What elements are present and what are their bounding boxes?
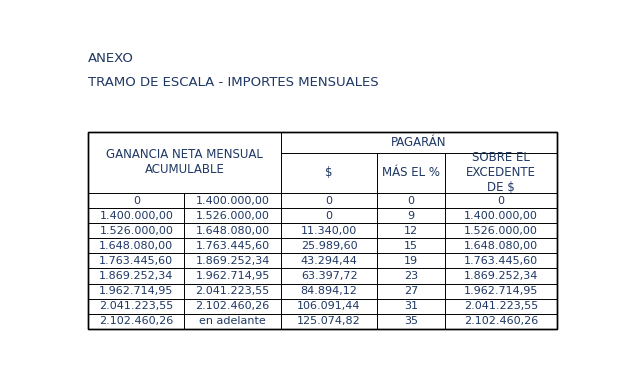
- Text: 2.041.223,55: 2.041.223,55: [99, 301, 174, 311]
- Text: 9: 9: [408, 211, 414, 221]
- Text: 0: 0: [325, 211, 332, 221]
- Text: 1.962.714,95: 1.962.714,95: [196, 271, 270, 281]
- Text: 31: 31: [404, 301, 418, 311]
- Text: 23: 23: [404, 271, 418, 281]
- Text: 1.763.445,60: 1.763.445,60: [99, 256, 173, 266]
- Text: 43.294,44: 43.294,44: [300, 256, 357, 266]
- Text: 0: 0: [325, 196, 332, 206]
- Text: 84.894,12: 84.894,12: [300, 286, 357, 296]
- Text: 0: 0: [408, 196, 414, 206]
- Text: TRAMO DE ESCALA - IMPORTES MENSUALES: TRAMO DE ESCALA - IMPORTES MENSUALES: [88, 76, 379, 88]
- Text: 27: 27: [404, 286, 418, 296]
- Text: 0: 0: [133, 196, 140, 206]
- Text: 1.400.000,00: 1.400.000,00: [99, 211, 173, 221]
- Text: $: $: [325, 166, 333, 179]
- Text: 106.091,44: 106.091,44: [297, 301, 361, 311]
- Text: 1.526.000,00: 1.526.000,00: [464, 226, 538, 236]
- Text: 19: 19: [404, 256, 418, 266]
- Text: 2.102.460,26: 2.102.460,26: [464, 316, 538, 326]
- Text: 2.102.460,26: 2.102.460,26: [196, 301, 270, 311]
- Text: 1.962.714,95: 1.962.714,95: [464, 286, 538, 296]
- Text: 1.869.252,34: 1.869.252,34: [196, 256, 270, 266]
- Text: 35: 35: [404, 316, 418, 326]
- Text: MÁS EL %: MÁS EL %: [382, 166, 440, 179]
- Text: GANANCIA NETA MENSUAL
ACUMULABLE: GANANCIA NETA MENSUAL ACUMULABLE: [106, 149, 263, 176]
- Text: 1.962.714,95: 1.962.714,95: [99, 286, 174, 296]
- Text: 1.648.080,00: 1.648.080,00: [196, 226, 270, 236]
- Text: 1.526.000,00: 1.526.000,00: [99, 226, 173, 236]
- Text: 25.989,60: 25.989,60: [301, 241, 357, 251]
- Text: SOBRE EL
EXCEDENTE
DE $: SOBRE EL EXCEDENTE DE $: [466, 151, 536, 194]
- Text: 1.648.080,00: 1.648.080,00: [99, 241, 173, 251]
- Text: 11.340,00: 11.340,00: [301, 226, 357, 236]
- Text: 1.869.252,34: 1.869.252,34: [99, 271, 174, 281]
- Text: PAGARÁN: PAGARÁN: [391, 136, 446, 149]
- Text: 1.526.000,00: 1.526.000,00: [196, 211, 270, 221]
- Text: 1.763.445,60: 1.763.445,60: [196, 241, 270, 251]
- Text: en adelante: en adelante: [199, 316, 266, 326]
- Text: 125.074,82: 125.074,82: [297, 316, 361, 326]
- Text: 1.648.080,00: 1.648.080,00: [464, 241, 538, 251]
- Text: 1.400.000,00: 1.400.000,00: [196, 196, 270, 206]
- Text: 63.397,72: 63.397,72: [301, 271, 357, 281]
- Text: 0: 0: [497, 196, 505, 206]
- Text: 1.869.252,34: 1.869.252,34: [464, 271, 538, 281]
- Text: 15: 15: [404, 241, 418, 251]
- Text: 2.102.460,26: 2.102.460,26: [99, 316, 174, 326]
- Text: 2.041.223,55: 2.041.223,55: [196, 286, 270, 296]
- Text: 2.041.223,55: 2.041.223,55: [464, 301, 538, 311]
- Text: 1.400.000,00: 1.400.000,00: [464, 211, 538, 221]
- Text: 1.763.445,60: 1.763.445,60: [464, 256, 538, 266]
- Text: ANEXO: ANEXO: [88, 52, 134, 65]
- Text: 12: 12: [404, 226, 418, 236]
